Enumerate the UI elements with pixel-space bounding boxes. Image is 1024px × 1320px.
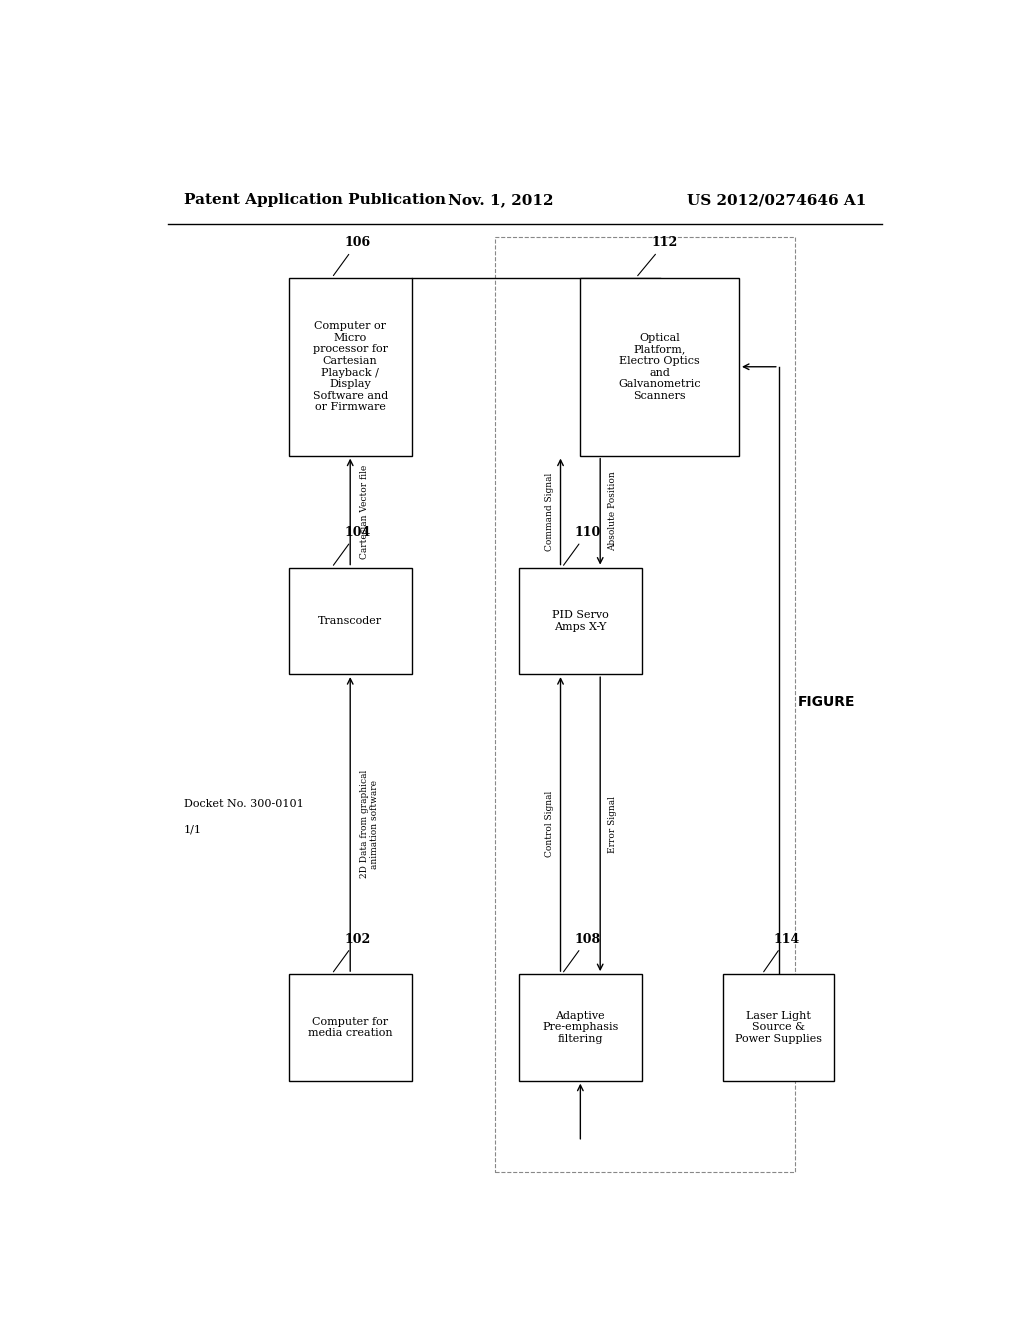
Bar <box>519 568 642 675</box>
Text: 106: 106 <box>334 236 371 276</box>
Text: 2D Data from graphical
animation software: 2D Data from graphical animation softwar… <box>359 770 379 878</box>
Text: Cartesian Vector file: Cartesian Vector file <box>359 465 369 558</box>
Text: 110: 110 <box>563 527 600 565</box>
Text: Error Signal: Error Signal <box>608 796 617 853</box>
Text: Laser Light
Source &
Power Supplies: Laser Light Source & Power Supplies <box>735 1011 822 1044</box>
Bar <box>289 277 412 455</box>
Bar <box>581 277 739 455</box>
Text: 108: 108 <box>563 933 600 972</box>
Text: Docket No. 300-0101: Docket No. 300-0101 <box>183 799 303 809</box>
Text: FIGURE: FIGURE <box>798 696 855 709</box>
Text: Optical
Platform,
Electro Optics
and
Galvanometric
Scanners: Optical Platform, Electro Optics and Gal… <box>618 333 701 401</box>
Text: Control Signal: Control Signal <box>545 791 554 857</box>
Bar <box>495 238 795 1172</box>
Text: 102: 102 <box>334 933 371 972</box>
Text: Patent Application Publication: Patent Application Publication <box>183 193 445 207</box>
Text: Absolute Position: Absolute Position <box>608 471 617 552</box>
Text: Command Signal: Command Signal <box>545 473 554 550</box>
Text: 104: 104 <box>334 527 371 565</box>
Bar <box>289 568 412 675</box>
Bar <box>289 974 412 1081</box>
Bar <box>519 974 642 1081</box>
Text: Computer for
media creation: Computer for media creation <box>308 1016 392 1039</box>
Text: PID Servo
Amps X-Y: PID Servo Amps X-Y <box>552 610 608 632</box>
Text: 114: 114 <box>764 933 800 972</box>
Bar <box>723 974 835 1081</box>
Text: 1/1: 1/1 <box>183 824 202 834</box>
Text: US 2012/0274646 A1: US 2012/0274646 A1 <box>687 193 866 207</box>
Text: Computer or
Micro
processor for
Cartesian
Playback /
Display
Software and
or Fir: Computer or Micro processor for Cartesia… <box>312 321 388 412</box>
Text: Nov. 1, 2012: Nov. 1, 2012 <box>449 193 554 207</box>
Text: Adaptive
Pre-emphasis
filtering: Adaptive Pre-emphasis filtering <box>542 1011 618 1044</box>
Text: 112: 112 <box>638 236 678 276</box>
Text: Transcoder: Transcoder <box>318 616 382 626</box>
